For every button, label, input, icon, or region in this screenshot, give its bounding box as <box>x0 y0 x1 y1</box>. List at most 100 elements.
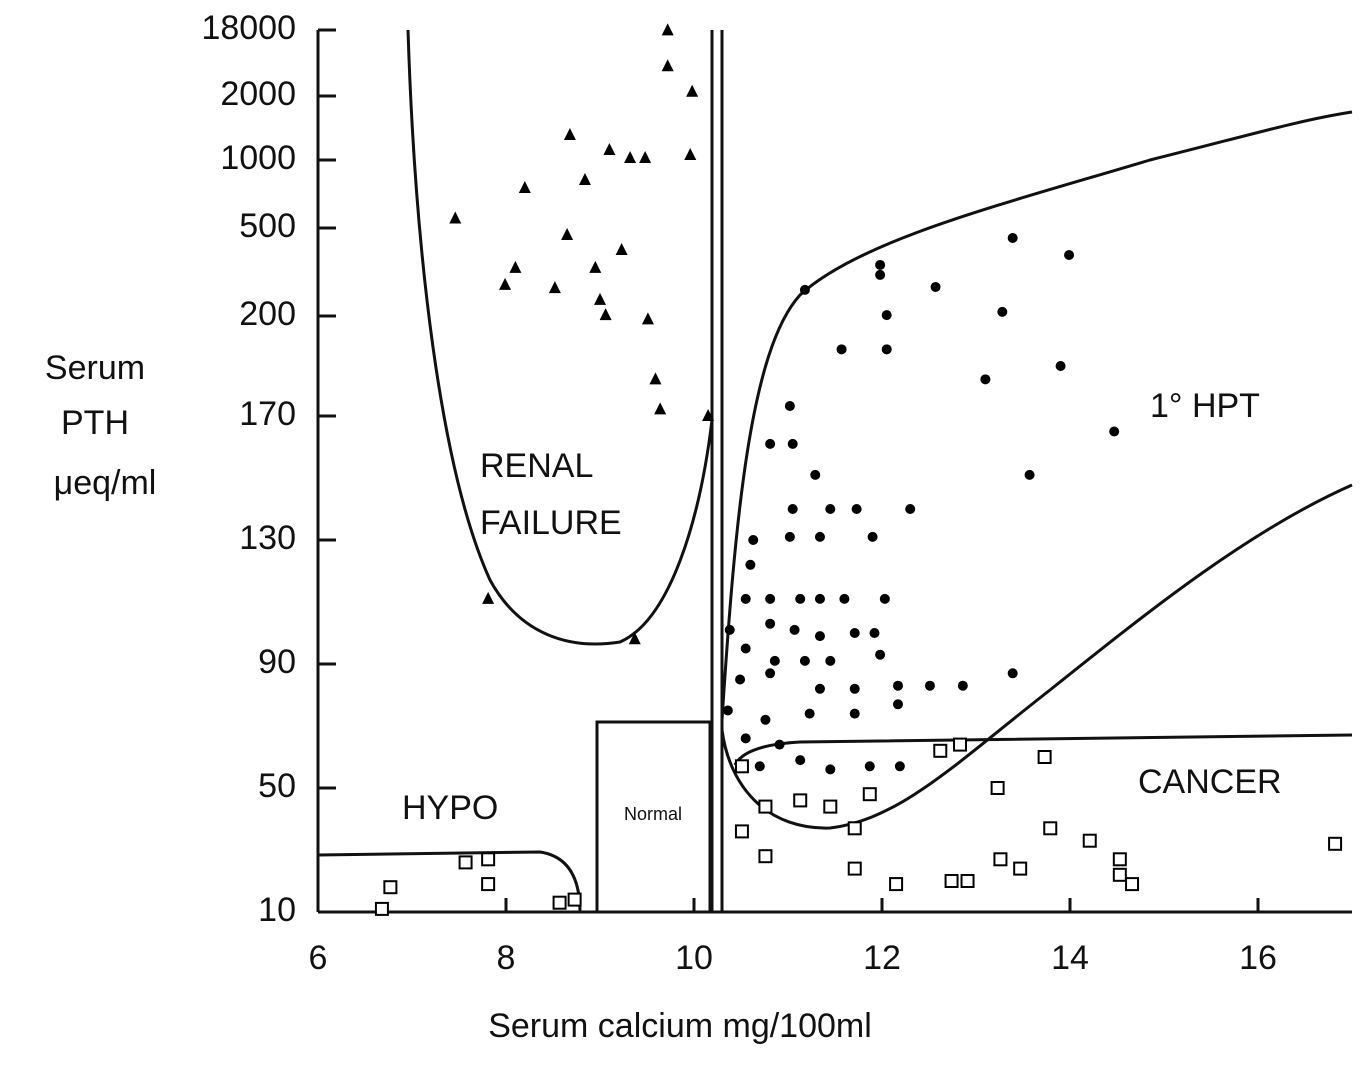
dot-point <box>881 310 892 321</box>
triangle-point <box>684 148 697 161</box>
dot-point <box>784 531 795 542</box>
dot-point <box>814 683 825 694</box>
triangle-point <box>624 151 637 164</box>
dot-point <box>740 593 751 604</box>
dot-point <box>869 628 880 638</box>
triangle-point <box>518 181 531 194</box>
y-tick-label: 10 <box>258 891 296 929</box>
square-point <box>734 824 749 839</box>
square-point <box>933 743 948 758</box>
square-point <box>552 895 567 910</box>
square-point <box>567 892 582 907</box>
triangle-point <box>661 59 674 72</box>
dot-point <box>745 559 756 570</box>
dot-point <box>784 401 795 411</box>
dot-point <box>924 680 935 691</box>
dot-point <box>735 674 746 685</box>
dot-point <box>787 504 798 514</box>
square-point <box>734 759 749 774</box>
square-point <box>993 852 1008 867</box>
dot-point <box>765 438 776 449</box>
dot-point <box>769 655 780 666</box>
triangle-point <box>649 372 662 385</box>
dot-point <box>774 739 785 750</box>
dot-point <box>894 761 905 772</box>
dot-point <box>875 269 886 280</box>
dot-point <box>825 764 836 775</box>
square-point <box>1112 852 1127 867</box>
dot-point <box>849 708 860 719</box>
x-tick-label: 8 <box>497 939 516 977</box>
annotation: FAILURE <box>480 504 622 542</box>
dot-point <box>980 374 991 385</box>
dot-point <box>1064 249 1075 260</box>
y-tick-label: 170 <box>239 395 296 433</box>
triangle-point <box>639 151 652 164</box>
triangle-point <box>599 308 612 321</box>
triangle-point <box>686 84 699 97</box>
dot-point <box>1007 232 1018 243</box>
square-point <box>1043 821 1058 836</box>
dot-point <box>765 618 776 629</box>
dot-point <box>881 344 892 355</box>
square-point <box>758 799 773 814</box>
square-point <box>953 737 968 752</box>
square-point <box>374 901 389 916</box>
annotation: RENAL <box>480 447 593 485</box>
dot-point <box>905 504 916 514</box>
square-point <box>1112 867 1127 882</box>
dot-point <box>765 668 776 679</box>
dot-point <box>799 284 810 295</box>
y-tick-label: 18000 <box>201 9 296 47</box>
y-tick-label: 90 <box>258 643 296 681</box>
dot-point <box>875 649 886 660</box>
triangle-point <box>615 243 628 255</box>
x-tick-label: 12 <box>863 939 901 977</box>
annotation: Normal <box>624 804 682 824</box>
square-point <box>758 849 773 864</box>
dot-point <box>787 438 798 449</box>
dot-point <box>849 683 860 694</box>
dot-point <box>1055 361 1066 371</box>
x-axis-title: Serum calcium mg/100ml <box>488 1007 872 1045</box>
y-tick-label: 500 <box>239 207 296 245</box>
square-point <box>862 787 877 802</box>
square-point <box>1037 750 1052 764</box>
square-point <box>458 855 473 870</box>
dot-point <box>851 504 862 514</box>
triangle-point <box>578 172 591 185</box>
hpt-upper-curve <box>720 110 1353 721</box>
square-point <box>1125 877 1140 892</box>
renal-curve <box>406 29 714 646</box>
y-tick-label: 1000 <box>220 139 296 177</box>
triangle-point <box>628 632 641 645</box>
dot-point <box>930 281 941 292</box>
triangle-point <box>561 228 574 241</box>
dot-point <box>839 593 850 604</box>
dot-point <box>748 535 759 545</box>
triangle-point <box>603 143 616 156</box>
dot-point <box>825 655 836 666</box>
dot-point <box>754 761 765 772</box>
square-point <box>793 793 808 808</box>
square-point <box>847 861 862 876</box>
square-point <box>383 880 398 895</box>
x-tick-label: 14 <box>1051 939 1089 977</box>
triangle-point <box>499 277 512 290</box>
dot-point <box>849 628 860 638</box>
square-point <box>1328 836 1343 851</box>
dot-point <box>875 259 886 270</box>
dot-point <box>836 344 847 355</box>
dot-point <box>810 469 821 480</box>
square-point <box>847 821 862 836</box>
triangle-point <box>589 260 602 273</box>
annotation: 1° HPT <box>1150 387 1260 425</box>
dot-point <box>892 680 903 691</box>
triangle-point <box>449 211 462 224</box>
square-point <box>1013 861 1028 876</box>
square-point <box>960 874 975 888</box>
dot-point <box>789 624 800 635</box>
annotation: HYPO <box>402 789 498 827</box>
dot-point <box>740 733 751 744</box>
x-tick-label: 16 <box>1239 939 1277 977</box>
